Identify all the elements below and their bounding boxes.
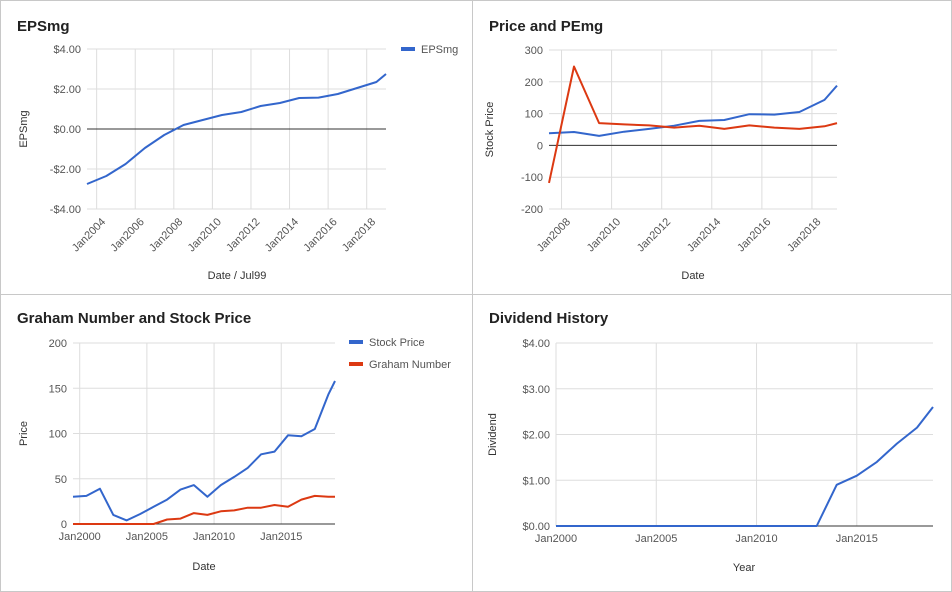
price-pe-chart-panel: Price and PEmg -200 -100 0 100 200 300 Jan2008 J…	[472, 0, 952, 295]
y-tick-label: 150	[49, 383, 67, 395]
x-tick-label: Jan2018	[340, 216, 378, 254]
x-tick-label: Jan2015	[260, 531, 302, 543]
y-axis-label: Dividend	[487, 413, 499, 456]
x-tick-label: Jan2018	[785, 216, 823, 254]
x-tick-label: Jan2004	[70, 216, 108, 254]
chart-title: Graham Number and Stock Price	[17, 310, 251, 327]
legend-label: EPSmg	[421, 44, 458, 56]
chart-title: Dividend History	[489, 310, 609, 327]
y-tick-label: -100	[521, 172, 543, 184]
y-axis-label: EPSmg	[18, 110, 30, 147]
y-tick-label: $0.00	[53, 124, 81, 136]
y-tick-label: 0	[537, 140, 543, 152]
x-axis-label: Date	[192, 561, 215, 573]
chart-3-svg: Dividend History $0.00 $1.00 $2.00 $3.00 $4.0…	[487, 310, 934, 574]
x-tick-label: Jan2008	[147, 216, 185, 254]
series-line-pemg	[548, 65, 838, 184]
eps-chart-panel: EPSmg -$4.00 -$2.00 $0.00 $2.00 $4.00 Jan2004 J…	[0, 0, 473, 295]
series-line-dividend	[556, 406, 934, 527]
x-tick-label: Jan2014	[263, 216, 301, 254]
x-tick-label: Jan2016	[301, 216, 339, 254]
y-axis-label: Stock Price	[484, 102, 496, 158]
y-tick-label: $2.00	[522, 430, 550, 442]
y-tick-label: $0.00	[522, 521, 550, 533]
y-tick-label: -$4.00	[50, 204, 81, 216]
y-tick-label: 200	[525, 77, 543, 89]
y-tick-label: -$2.00	[50, 164, 81, 176]
x-tick-label: Jan2005	[635, 533, 677, 545]
series-line-stock-price	[72, 380, 336, 522]
y-tick-label: -200	[521, 204, 543, 216]
y-tick-label: $4.00	[53, 44, 81, 56]
x-tick-label: Jan2012	[635, 216, 673, 254]
series-line-graham-number	[73, 494, 335, 525]
x-tick-label: Jan2010	[735, 533, 777, 545]
x-tick-label: Jan2008	[535, 216, 573, 254]
legend-swatch	[401, 47, 415, 51]
y-tick-label: $1.00	[522, 475, 550, 487]
chart-2-svg: Graham Number and Stock Price 0 50 100 150 20…	[17, 310, 451, 573]
chart-title: EPSmg	[17, 18, 70, 35]
chart-1-svg: Price and PEmg -200 -100 0 100 200 300 Jan2008 J…	[484, 18, 838, 282]
series-line-stock-price	[548, 84, 838, 137]
y-tick-label: 200	[49, 338, 67, 350]
y-tick-label: $3.00	[522, 384, 550, 396]
chart-title: Price and PEmg	[489, 18, 603, 35]
y-axis-label: Price	[18, 421, 30, 446]
x-tick-label: Jan2005	[126, 531, 168, 543]
x-axis-label: Date / Jul99	[208, 270, 267, 282]
legend-swatch	[349, 362, 363, 366]
y-tick-label: $2.00	[53, 84, 81, 96]
y-tick-label: 50	[55, 474, 67, 486]
x-axis-label: Year	[733, 562, 756, 574]
y-tick-label: 100	[49, 429, 67, 441]
x-tick-label: Jan2015	[836, 533, 878, 545]
x-axis-label: Date	[681, 270, 704, 282]
graham-chart-panel: Graham Number and Stock Price 0 50 100 150 20…	[0, 294, 473, 592]
legend-label: Stock Price	[369, 337, 425, 349]
y-tick-label: 100	[525, 109, 543, 121]
x-tick-label: Jan2010	[186, 216, 224, 254]
x-tick-label: Jan2010	[585, 216, 623, 254]
y-tick-label: 0	[61, 519, 67, 531]
x-tick-label: Jan2014	[685, 216, 723, 254]
y-tick-label: $4.00	[522, 338, 550, 350]
x-tick-label: Jan2006	[108, 216, 146, 254]
x-tick-label: Jan2000	[535, 533, 577, 545]
x-tick-label: Jan2016	[735, 216, 773, 254]
dividend-chart-panel: Dividend History $0.00 $1.00 $2.00 $3.00 $4.0…	[472, 294, 952, 592]
x-tick-label: Jan2012	[224, 216, 262, 254]
x-tick-label: Jan2000	[59, 531, 101, 543]
x-tick-label: Jan2010	[193, 531, 235, 543]
legend-label: Graham Number	[369, 359, 451, 371]
legend-swatch	[349, 340, 363, 344]
y-tick-label: 300	[525, 45, 543, 57]
series-line-epsmg	[86, 73, 387, 185]
